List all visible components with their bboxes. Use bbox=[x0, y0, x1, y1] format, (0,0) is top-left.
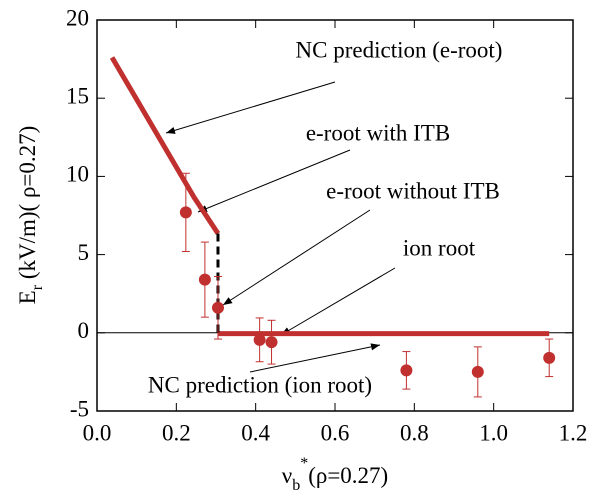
annotation: e-root without ITB bbox=[326, 178, 500, 203]
data-point bbox=[543, 351, 556, 364]
x-label-rest: (ρ=0.27) bbox=[308, 463, 388, 488]
arrow bbox=[197, 149, 351, 213]
y-tick-label: 10 bbox=[66, 162, 89, 187]
annotation: NC prediction (ion root) bbox=[148, 372, 372, 397]
y-tick-label: 15 bbox=[66, 83, 89, 108]
y-tick-label: 20 bbox=[66, 5, 89, 30]
arrow bbox=[222, 209, 371, 306]
x-tick-label: 0.8 bbox=[400, 420, 429, 445]
y-label-rest: (kV/m)( ρ=0.27) bbox=[15, 126, 40, 285]
x-label-main: ν bbox=[282, 463, 292, 488]
x-tick-label: 0.6 bbox=[321, 420, 350, 445]
x-tick-label: 0.0 bbox=[83, 420, 112, 445]
y-axis-label: Er (kV/m)( ρ=0.27) bbox=[15, 126, 45, 305]
plot-frame bbox=[96, 19, 574, 412]
arrow bbox=[165, 81, 336, 134]
x-axis-label: νb*(ρ=0.27) bbox=[282, 455, 388, 494]
x-label-sup: * bbox=[300, 455, 308, 472]
y-label-main: E bbox=[15, 290, 40, 304]
annotation: e-root with ITB bbox=[306, 120, 450, 145]
data-point bbox=[211, 301, 224, 314]
data-point bbox=[471, 365, 484, 378]
x-tick-label: 0.2 bbox=[162, 420, 191, 445]
y-label-sub: r bbox=[29, 284, 46, 290]
arrow bbox=[249, 343, 381, 373]
data-point bbox=[400, 364, 413, 377]
x-tick-label: 1.2 bbox=[559, 420, 588, 445]
data-point bbox=[265, 336, 278, 349]
x-tick-label: 1.0 bbox=[479, 420, 508, 445]
y-tick-label: 0 bbox=[78, 318, 90, 343]
annotation: ion root bbox=[403, 235, 476, 260]
arrow bbox=[280, 267, 396, 336]
prediction-line bbox=[109, 56, 221, 235]
x-tick-label: 0.4 bbox=[241, 420, 270, 445]
annotation: NC prediction (e-root) bbox=[296, 37, 503, 62]
data-point bbox=[179, 206, 192, 219]
x-label-sub: b bbox=[292, 477, 300, 494]
y-tick-label: -5 bbox=[70, 396, 89, 421]
data-point bbox=[253, 333, 266, 346]
y-tick-label: 5 bbox=[78, 240, 90, 265]
data-point bbox=[198, 273, 211, 286]
